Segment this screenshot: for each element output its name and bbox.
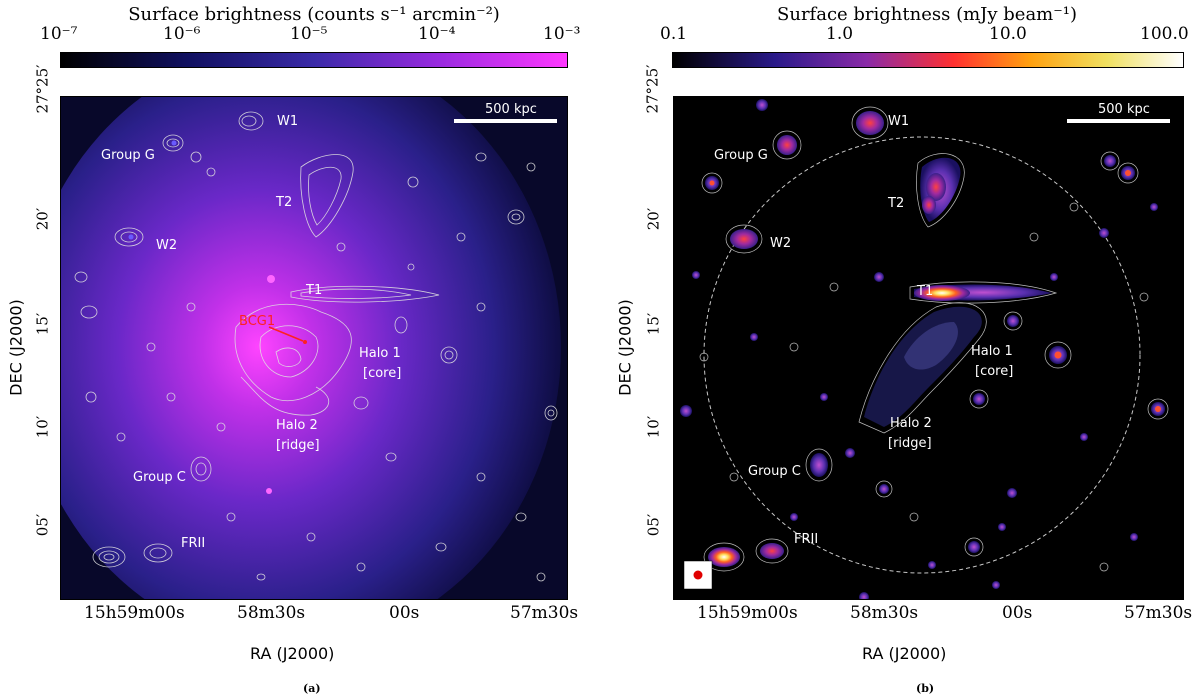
bcg1-arrow (268, 326, 304, 342)
ra-tick-b-4: 57m30s (1124, 603, 1193, 623)
label-t2: T2 (887, 196, 904, 211)
radio-image-panel: 500 kpc W1 Group G T2 W2 T1 Halo 1 [core… (673, 96, 1184, 600)
ylabel-a: DEC (J2000) (6, 299, 26, 396)
label-halo1-sub: [core] (363, 366, 401, 381)
label-frii: FRII (181, 536, 205, 551)
label-halo2: Halo 2 (890, 416, 932, 431)
label-halo1: Halo 1 (359, 346, 401, 361)
colorbar-b-title: Surface brightness (mJy beam⁻¹) (777, 4, 1077, 25)
label-group-c: Group C (748, 464, 801, 479)
xlabel-a: RA (J2000) (250, 644, 335, 663)
ra-tick-a-2: 58m30s (237, 603, 306, 623)
ra-tick-b-1: 15h59m00s (697, 603, 798, 623)
scalebar-b (1067, 119, 1170, 123)
colorbar-a-tick-4: 10⁻⁴ (418, 24, 456, 44)
xray-image-panel: 500 kpc W1 Group G T2 W2 T1 BCG1 Halo 1 … (60, 96, 568, 600)
ylabel-b: DEC (J2000) (615, 299, 635, 396)
dec-tick-a-2: 20′ (33, 207, 52, 231)
colorbar-a-tick-3: 10⁻⁵ (290, 24, 328, 44)
label-halo2-sub: [ridge] (888, 436, 932, 451)
colorbar-a-tick-5: 10⁻³ (543, 24, 581, 44)
colorbar-a-tick-2: 10⁻⁶ (163, 24, 201, 44)
ra-tick-a-4: 57m30s (510, 603, 579, 623)
label-halo1: Halo 1 (971, 344, 1013, 359)
label-halo1-sub: [core] (975, 364, 1013, 379)
dec-tick-a-5: 05′ (33, 513, 52, 537)
dec-tick-b-4: 10′ (644, 415, 663, 439)
caption-a: (a) (303, 682, 321, 695)
dec-tick-a-3: 15′ (33, 312, 52, 336)
label-frii: FRII (794, 532, 818, 547)
label-group-g: Group G (714, 148, 768, 163)
label-t1: T1 (305, 283, 322, 298)
caption-b: (b) (916, 682, 935, 695)
label-w2: W2 (770, 236, 791, 251)
label-w1: W1 (277, 114, 298, 129)
ra-tick-b-2: 58m30s (850, 603, 919, 623)
colorbar-b (672, 52, 1184, 68)
dec-tick-b-1: 27°25′ (643, 64, 662, 114)
xlabel-b: RA (J2000) (862, 644, 947, 663)
label-halo2: Halo 2 (276, 418, 318, 433)
dec-tick-a-4: 10′ (33, 415, 52, 439)
search-radius-circle (703, 136, 1141, 574)
dec-tick-b-5: 05′ (644, 513, 663, 537)
colorbar-b-tick-4: 100.0 (1140, 24, 1189, 44)
colorbar-a (60, 52, 568, 68)
xray-image: 500 kpc W1 Group G T2 W2 T1 BCG1 Halo 1 … (61, 97, 567, 599)
colorbar-a-title: Surface brightness (counts s⁻¹ arcmin⁻²) (128, 4, 500, 25)
dec-tick-a-1: 27°25′ (33, 64, 52, 114)
label-t1: T1 (916, 284, 933, 299)
label-bcg1: BCG1 (239, 314, 275, 329)
label-group-g: Group G (101, 148, 155, 163)
ra-tick-a-1: 15h59m00s (84, 603, 185, 623)
ra-tick-b-3: 00s (1002, 603, 1033, 623)
colorbar-b-tick-2: 1.0 (826, 24, 854, 44)
scalebar-a (454, 119, 557, 123)
radio-image: 500 kpc W1 Group G T2 W2 T1 Halo 1 [core… (674, 97, 1183, 599)
dec-tick-b-3: 15′ (644, 312, 663, 336)
ra-tick-a-3: 00s (389, 603, 420, 623)
label-w2: W2 (156, 238, 177, 253)
label-t2: T2 (275, 195, 292, 210)
colorbar-b-tick-1: 0.1 (660, 24, 688, 44)
scalebar-b-label: 500 kpc (1098, 102, 1150, 117)
colorbar-a-tick-1: 10⁻⁷ (40, 24, 78, 44)
label-halo2-sub: [ridge] (276, 438, 320, 453)
scalebar-a-label: 500 kpc (485, 102, 537, 117)
colorbar-b-tick-3: 10.0 (989, 24, 1027, 44)
label-w1: W1 (888, 114, 909, 129)
label-group-c: Group C (133, 470, 186, 485)
dec-tick-b-2: 20′ (644, 207, 663, 231)
